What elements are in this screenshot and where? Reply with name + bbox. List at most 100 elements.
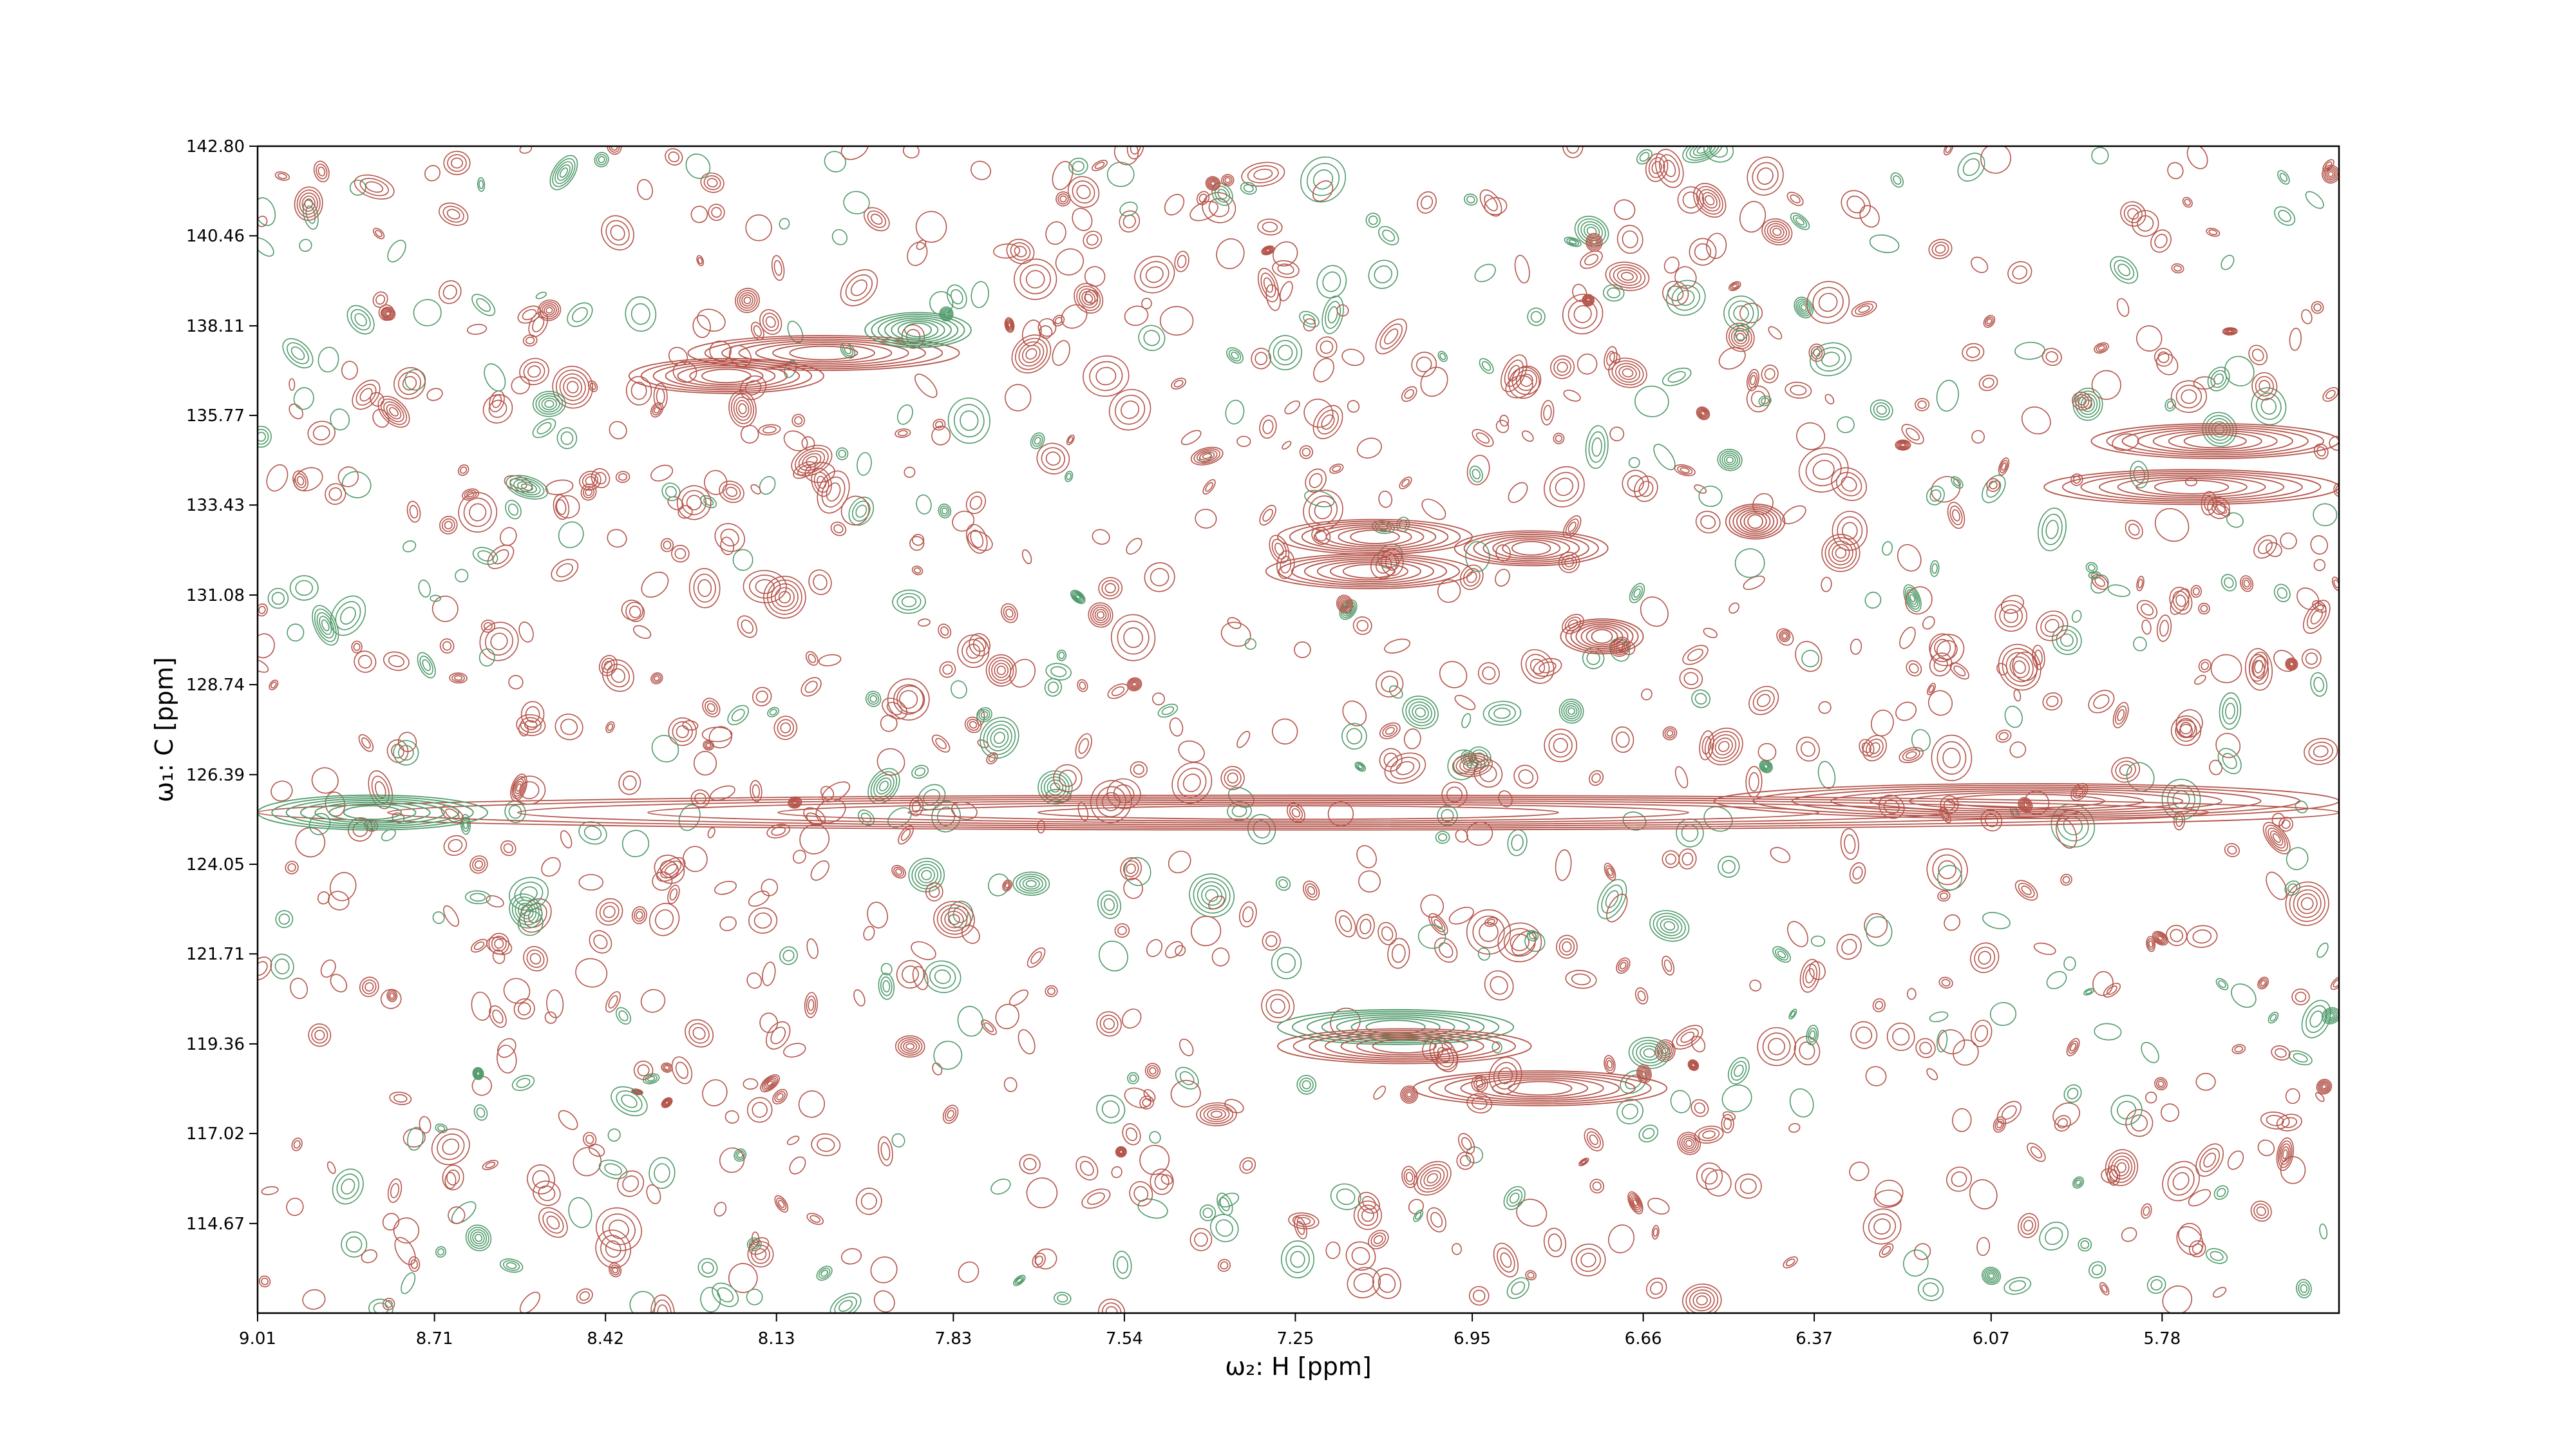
negative-noise-contour	[1809, 342, 1852, 377]
negative-noise-contour	[1653, 444, 1676, 471]
positive-noise-contour	[615, 471, 630, 483]
negative-noise-contour	[460, 813, 471, 835]
positive-noise-contour	[918, 618, 931, 627]
positive-noise-contour	[1316, 336, 1338, 358]
positive-noise-contour	[907, 242, 928, 267]
positive-noise-contour	[2136, 576, 2145, 592]
negative-noise-contour	[293, 387, 314, 410]
positive-noise-contour	[2210, 654, 2242, 683]
positive-noise-contour	[1171, 377, 1186, 390]
negative-noise-contour	[472, 1066, 484, 1081]
negative-noise-contour	[1096, 1095, 1126, 1124]
negative-noise-contour	[1662, 367, 1692, 386]
positive-noise-contour	[1387, 938, 1410, 969]
positive-noise-contour	[554, 714, 583, 741]
positive-noise-contour	[1938, 1029, 1965, 1055]
negative-noise-contour	[532, 418, 556, 439]
positive-noise-contour	[958, 1261, 980, 1283]
positive-noise-contour	[352, 379, 381, 410]
positive-noise-contour	[1499, 415, 1510, 427]
positive-noise-contour	[2289, 327, 2302, 351]
positive-noise-contour	[1066, 434, 1075, 446]
y-tick-label: 133.43	[186, 496, 245, 515]
negative-noise-contour	[1468, 746, 1492, 768]
positive-noise-contour	[677, 505, 693, 519]
negative-noise-contour	[2085, 562, 2098, 573]
negative-noise-contour	[1402, 696, 1439, 730]
positive-noise-contour	[1969, 1179, 1998, 1209]
negative-noise-contour	[1585, 425, 1609, 469]
positive-noise-contour	[1018, 1029, 1036, 1055]
positive-noise-contour	[1636, 1064, 1652, 1083]
y-tick-label: 131.08	[186, 586, 245, 605]
positive-noise-contour	[763, 576, 806, 619]
negative-noise-contour	[1691, 689, 1711, 708]
positive-noise-contour	[2260, 1112, 2290, 1130]
positive-noise-contour	[313, 160, 330, 183]
negative-noise-contour	[346, 305, 375, 335]
negative-noise-contour	[1789, 1088, 1814, 1118]
negative-noise-contour	[1506, 1277, 1530, 1300]
negative-noise-contour	[1717, 448, 1743, 471]
negative-noise-contour	[1917, 1278, 1944, 1302]
positive-noise-contour	[710, 785, 735, 801]
positive-noise-contour	[1818, 701, 1832, 714]
negative-noise-contour	[1558, 698, 1584, 724]
positive-noise-contour	[931, 426, 951, 446]
positive-peak-ridge	[1265, 553, 1473, 589]
positive-noise-contour	[1239, 1157, 1256, 1174]
positive-noise-contour	[1259, 504, 1276, 526]
positive-noise-contour	[665, 148, 683, 166]
positive-noise-contour	[1129, 1181, 1153, 1207]
positive-noise-contour	[750, 484, 761, 495]
positive-noise-contour	[1114, 923, 1130, 938]
positive-noise-contour	[1586, 232, 1603, 252]
positive-noise-contour	[2171, 263, 2184, 274]
positive-noise-contour	[1037, 318, 1057, 337]
positive-noise-contour	[457, 464, 469, 476]
positive-noise-contour	[595, 1229, 631, 1269]
negative-noise-contour	[267, 587, 289, 609]
negative-noise-contour	[1056, 649, 1067, 661]
negative-noise-contour	[787, 320, 804, 343]
positive-noise-contour	[1434, 937, 1458, 963]
positive-noise-contour	[1027, 947, 1046, 968]
positive-noise-contour	[805, 651, 819, 666]
positive-noise-contour	[308, 1023, 332, 1047]
positive-noise-contour	[1208, 895, 1225, 910]
positive-noise-contour	[1651, 1225, 1660, 1240]
positive-noise-contour	[2141, 1203, 2152, 1219]
positive-noise-contour	[2131, 210, 2159, 237]
positive-noise-contour	[1111, 1166, 1122, 1179]
negative-noise-contour	[1030, 432, 1045, 450]
positive-noise-contour	[1378, 490, 1393, 508]
positive-noise-contour	[2222, 327, 2238, 336]
positive-noise-contour	[1873, 1189, 1902, 1208]
positive-noise-contour	[863, 925, 875, 941]
positive-noise-contour	[1757, 743, 1777, 761]
positive-noise-contour	[1302, 880, 1320, 901]
positive-noise-contour	[1189, 1227, 1213, 1251]
positive-noise-contour	[1677, 1132, 1701, 1155]
positive-noise-contour	[1376, 670, 1404, 697]
positive-peak-ridge	[2043, 469, 2339, 506]
positive-noise-contour	[1401, 386, 1417, 402]
positive-noise-contour	[1175, 945, 1186, 956]
positive-noise-contour	[1616, 957, 1631, 974]
positive-noise-contour	[439, 638, 455, 654]
positive-noise-contour	[631, 1088, 643, 1095]
negative-noise-contour	[417, 652, 436, 679]
negative-noise-contour	[1628, 457, 1640, 468]
positive-noise-contour	[971, 160, 991, 180]
positive-noise-contour	[1141, 298, 1152, 310]
positive-noise-contour	[1077, 679, 1088, 692]
negative-noise-contour	[299, 238, 312, 252]
x-tick-label: 9.01	[239, 1329, 276, 1349]
positive-noise-contour	[969, 633, 990, 657]
positive-noise-contour	[1687, 1059, 1700, 1071]
positive-noise-contour	[1052, 340, 1070, 366]
positive-noise-contour	[1895, 701, 1917, 721]
negative-noise-contour	[549, 155, 578, 191]
positive-noise-contour	[2206, 227, 2221, 237]
negative-noise-contour	[1636, 149, 1653, 165]
